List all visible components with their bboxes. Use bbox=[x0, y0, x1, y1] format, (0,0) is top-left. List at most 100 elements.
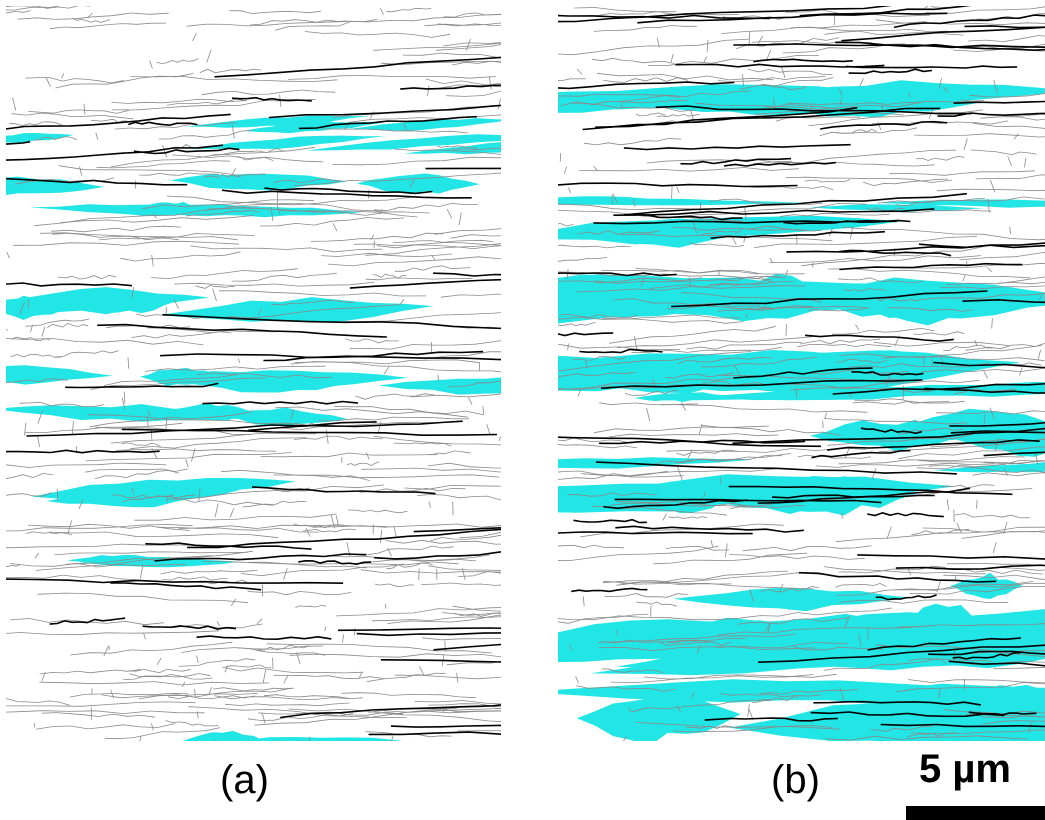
phase-region bbox=[170, 173, 348, 191]
grain-boundary bbox=[66, 555, 212, 565]
grain-boundary bbox=[51, 225, 181, 233]
grain-boundary bbox=[760, 85, 807, 91]
grain-boundary bbox=[734, 365, 741, 376]
high-angle-boundary bbox=[595, 461, 957, 475]
grain-boundary bbox=[370, 111, 374, 119]
phase-region bbox=[160, 297, 434, 323]
high-angle-boundary bbox=[671, 290, 988, 308]
grain-boundary bbox=[110, 432, 317, 444]
phase-region bbox=[872, 199, 1045, 208]
grain-boundary bbox=[365, 242, 501, 256]
high-angle-boundary bbox=[845, 65, 1018, 69]
grain-boundary bbox=[60, 215, 254, 224]
high-angle-boundary bbox=[390, 724, 501, 728]
grain-boundary bbox=[279, 94, 282, 108]
grain-boundary bbox=[959, 252, 1045, 261]
grain-boundary bbox=[172, 154, 323, 163]
grain-boundary bbox=[266, 643, 492, 654]
grain-boundary bbox=[848, 363, 990, 368]
grain-boundary bbox=[361, 467, 501, 473]
high-angle-boundary bbox=[268, 104, 501, 119]
high-angle-boundary bbox=[280, 704, 501, 719]
grain-boundary bbox=[323, 14, 501, 23]
grain-boundary bbox=[558, 78, 586, 81]
grain-boundary bbox=[699, 201, 702, 213]
grain-boundary bbox=[750, 186, 834, 191]
phase-region bbox=[185, 115, 370, 128]
grain-boundary bbox=[195, 284, 236, 289]
grain-boundary bbox=[748, 708, 754, 720]
high-angle-boundary bbox=[558, 6, 893, 23]
grain-boundary bbox=[365, 452, 370, 460]
grain-boundary bbox=[123, 673, 211, 680]
grain-boundary bbox=[386, 562, 433, 570]
grain-boundary bbox=[613, 298, 774, 311]
grain-boundary bbox=[686, 341, 802, 350]
grain-boundary bbox=[430, 534, 501, 542]
grain-boundary bbox=[558, 470, 684, 478]
high-angle-boundary bbox=[349, 278, 501, 289]
high-angle-boundary bbox=[880, 723, 1045, 728]
grain-boundary bbox=[359, 487, 466, 493]
grain-boundary bbox=[1028, 721, 1033, 733]
grain-boundary bbox=[6, 543, 203, 549]
high-angle-boundary bbox=[599, 439, 806, 445]
high-angle-boundary bbox=[798, 571, 997, 583]
grain-boundary bbox=[129, 673, 213, 680]
phase-region bbox=[759, 695, 1045, 741]
grain-boundary bbox=[332, 156, 501, 166]
grain-boundary bbox=[823, 418, 968, 425]
grain-boundary bbox=[242, 500, 307, 508]
grain-boundary bbox=[435, 82, 501, 90]
grain-boundary bbox=[213, 687, 294, 692]
grain-boundary bbox=[139, 172, 220, 176]
grain-boundary bbox=[103, 645, 109, 657]
grain-boundary bbox=[989, 407, 995, 420]
grain-boundary bbox=[643, 673, 837, 680]
grain-boundary bbox=[676, 356, 773, 365]
grain-boundary bbox=[456, 672, 459, 683]
grain-boundary bbox=[844, 448, 850, 459]
high-angle-boundary bbox=[786, 242, 1045, 253]
grain-boundary bbox=[380, 60, 501, 66]
grain-boundary bbox=[717, 305, 782, 312]
grain-boundary bbox=[582, 596, 585, 607]
grain-boundary bbox=[387, 547, 392, 557]
grain-boundary bbox=[36, 723, 176, 730]
phase-region bbox=[558, 457, 753, 469]
grain-boundary bbox=[709, 198, 823, 206]
grain-boundary bbox=[945, 276, 1045, 285]
grain-boundary bbox=[987, 267, 992, 272]
high-angle-boundary bbox=[964, 25, 1045, 29]
grain-boundary bbox=[258, 711, 404, 716]
grain-boundary bbox=[128, 668, 191, 674]
grain-boundary bbox=[383, 366, 390, 375]
grain-boundary bbox=[619, 90, 751, 102]
grain-boundary bbox=[421, 710, 501, 714]
grain-boundary bbox=[716, 625, 933, 636]
grain-boundary bbox=[90, 377, 266, 390]
grain-boundary bbox=[6, 701, 196, 707]
grain-boundary bbox=[90, 118, 128, 123]
grain-boundary bbox=[95, 132, 99, 140]
grain-boundary bbox=[332, 223, 338, 232]
grain-boundary bbox=[151, 448, 158, 459]
high-angle-boundary bbox=[6, 144, 224, 161]
grain-boundary bbox=[482, 406, 484, 415]
grain-boundary bbox=[131, 487, 135, 495]
grain-boundary bbox=[10, 353, 62, 358]
grain-boundary bbox=[49, 22, 167, 30]
grain-boundary bbox=[893, 582, 1045, 591]
grain-boundary bbox=[636, 601, 678, 607]
grain-boundary bbox=[936, 580, 941, 593]
grain-boundary bbox=[6, 524, 193, 532]
high-angle-boundary bbox=[875, 594, 937, 601]
grain-boundary bbox=[225, 664, 272, 669]
grain-boundary bbox=[332, 106, 486, 118]
grain-boundary bbox=[165, 416, 168, 431]
grain-boundary bbox=[69, 692, 189, 698]
grain-boundary bbox=[889, 170, 1036, 176]
high-angle-boundary bbox=[615, 525, 804, 533]
grain-boundary bbox=[961, 530, 1045, 539]
grain-boundary bbox=[936, 188, 1045, 192]
